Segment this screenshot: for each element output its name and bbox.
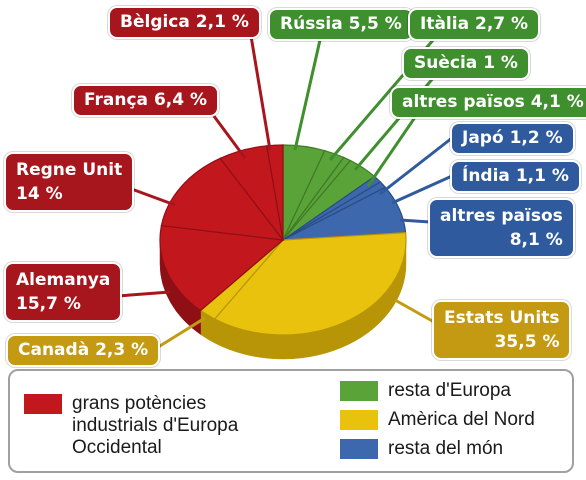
legend-swatch-europe [340,381,378,401]
label-italia: Itàlia 2,7 % [408,8,541,41]
label-canada: Canadà 2,3 % [6,334,161,367]
label-altres-mon: altres països 8,1 % [428,198,575,258]
leader-line-4 [154,316,206,351]
legend-swatch-america [340,410,378,430]
leader-line-3 [117,290,171,298]
legend-swatch-world [340,439,378,459]
leader-line-10 [391,174,453,205]
label-altres-europa: altres països 4,1 % [390,86,586,119]
leader-line-7 [353,69,442,171]
label-regne-unit: Regne Unit 14 % [4,152,135,212]
pie-slice-0 [213,232,407,336]
label-india: Índia 1,1 % [450,160,581,193]
legend-label-europe: resta d'Europa [388,380,511,401]
label-franca: França 6,4 % [72,84,220,117]
legend-item-west: grans potències industrials d'Europa Occ… [24,393,238,459]
leader-line-5 [293,39,322,151]
legend-item-world: resta del món [340,438,503,460]
label-belgica: Bèlgica 2,1 % [108,6,261,39]
label-suecia: Suècia 1 % [402,47,530,80]
legend-swatch-west [24,394,62,414]
legend-label-world: resta del món [388,438,504,459]
legend-label-west: grans potències industrials d'Europa Occ… [72,393,239,458]
legend: grans potències industrials d'Europa Occ… [8,369,574,473]
pie-slice-3 [160,157,285,241]
leader-line-12 [394,298,435,324]
label-japo: Japó 1,2 % [450,122,575,155]
legend-label-america: Amèrica del Nord [388,409,535,430]
legend-item-america: Amèrica del Nord [340,409,535,431]
pie-slice-2 [159,224,285,312]
legend-item-europe: resta d'Europa [340,380,511,402]
leader-line-8 [366,109,422,187]
label-estats-units: Estats Units 35,5 % [432,300,572,360]
pie-slice-5 [266,144,284,241]
label-russia: Rússia 5,5 % [268,8,414,41]
leader-line-9 [379,136,453,196]
label-alemanya: Alemanya 15,7 % [4,262,123,322]
leader-line-0 [248,29,272,151]
leader-line-11 [399,218,431,224]
